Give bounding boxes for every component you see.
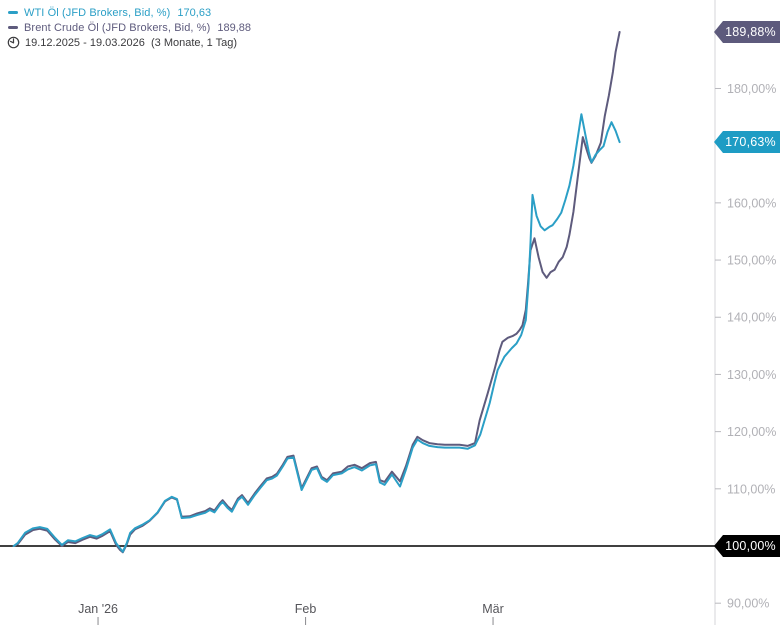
period-note-text: (3 Monate, 1 Tag)	[151, 36, 238, 49]
y-tick-label: 180,00%	[727, 82, 776, 96]
legend-item-wti[interactable]: WTI Öl (JFD Brokers, Bid, %) 170,63	[6, 5, 251, 20]
legend-item-brent[interactable]: Brent Crude Öl (JFD Brokers, Bid, %) 189…	[6, 20, 251, 35]
last-price-badge-brent: 189,88%	[714, 21, 780, 43]
legend-value-brent: 189,88	[217, 21, 252, 34]
brent-line-swatch-icon	[8, 26, 18, 29]
y-tick-label: 110,00%	[727, 482, 775, 496]
x-tick-label: Mär	[482, 602, 504, 616]
x-tick-label: Feb	[295, 602, 317, 616]
y-tick-label: 140,00%	[727, 311, 776, 325]
wti-line-swatch-icon	[8, 11, 18, 14]
date-range-row: 19.12.2025 - 19.03.2026 (3 Monate, 1 Tag…	[6, 35, 251, 50]
y-tick-label: 150,00%	[727, 254, 776, 268]
price-line[interactable]	[12, 113, 621, 553]
legend-label-brent: Brent Crude Öl (JFD Brokers, Bid, %)	[24, 21, 211, 34]
x-tick-label: Jan '26	[78, 602, 118, 616]
y-tick-label: 160,00%	[727, 196, 776, 210]
y-tick-label: 130,00%	[727, 368, 776, 382]
y-tick-label: 120,00%	[727, 425, 776, 439]
chart-legend: WTI Öl (JFD Brokers, Bid, %) 170,63 Bren…	[6, 5, 251, 50]
y-tick-label: 90,00%	[727, 597, 769, 611]
last-price-badge-wti: 170,63%	[714, 131, 780, 153]
legend-value-wti: 170,63	[177, 6, 212, 19]
baseline-badge-100pct: 100,00%	[714, 535, 780, 557]
legend-label-wti: WTI Öl (JFD Brokers, Bid, %)	[24, 6, 171, 19]
date-range-text: 19.12.2025 - 19.03.2026	[25, 36, 145, 49]
clock-icon	[7, 36, 20, 49]
